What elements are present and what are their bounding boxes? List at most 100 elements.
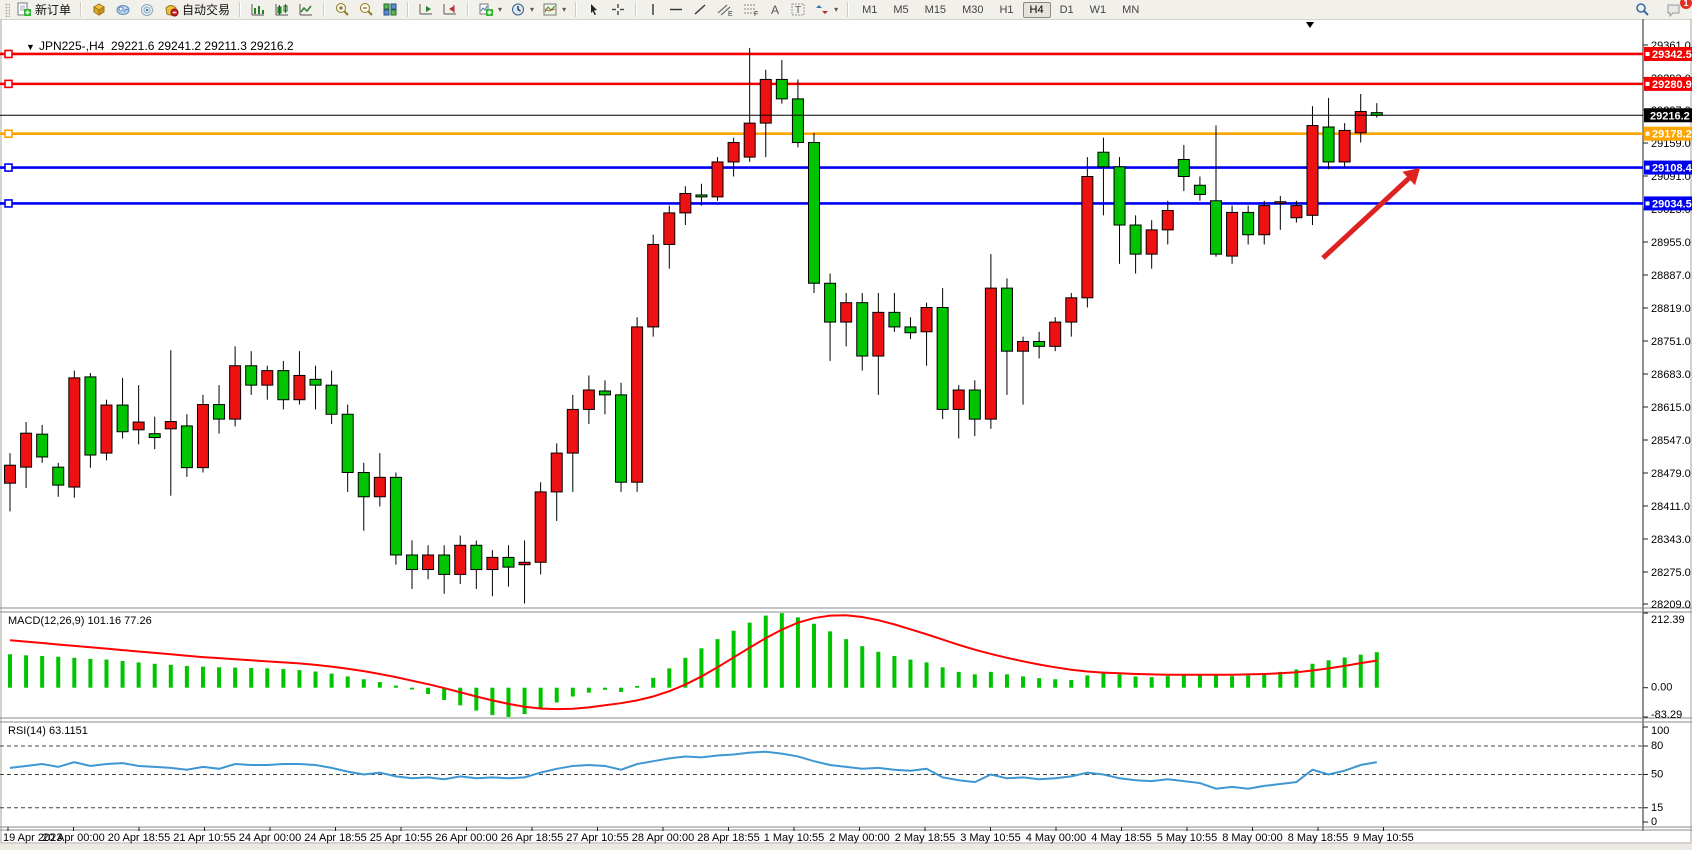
date-label: 28 Apr 00:00 [632,832,694,844]
trend-arrow-line[interactable] [1321,174,1413,260]
autotrading-button[interactable]: 自动交易 [159,0,234,20]
candle [1097,151,1110,168]
horizontal-line-button[interactable] [664,0,688,19]
candle [518,561,531,566]
price-tick-label: 28683.0 [1651,369,1691,381]
price-level-badge-label: 29280.9 [1652,79,1692,91]
separator [467,2,470,17]
text-label-button[interactable]: T [786,0,810,19]
search-button[interactable] [1630,0,1654,19]
candle [1145,229,1158,255]
candle [1017,340,1030,352]
fibonacci-icon: F [742,2,760,17]
bottom-strip [0,844,1692,850]
macd-axis-label: -83.29 [1651,709,1682,721]
equidistant-channel-button[interactable]: E [712,0,738,19]
date-label: 2 May 18:55 [895,832,956,844]
zoom-in-button[interactable] [330,0,354,19]
price-level-badge [1644,126,1692,141]
macd-axis-label: 212.39 [1651,614,1685,626]
ohlc-readout: 29221.6 29241.2 29211.3 29216.2 [110,39,294,53]
candle [968,389,981,420]
line-chart-button[interactable] [294,0,318,19]
notifications-button[interactable]: 1 [1662,0,1692,19]
timeframe-m1-button[interactable]: M1 [862,3,878,16]
new-order-button[interactable]: 新订单 [12,0,75,20]
badge-handle-dot [1645,81,1650,86]
price-tick-label: 28887.0 [1651,270,1691,282]
chart-shift-marker[interactable] [1306,22,1314,28]
templates-button[interactable]: ▾ [538,0,570,19]
hline-handle[interactable] [4,129,13,139]
timeframe-w1-button[interactable]: W1 [1089,3,1107,16]
candlestick-chart-button[interactable] [270,0,294,19]
timeframe-d1-button[interactable]: D1 [1059,3,1074,16]
tile-windows-button[interactable] [378,0,402,19]
candle [1242,211,1255,236]
hline-handle[interactable] [4,199,13,208]
price-tick-label: 29159.0 [1651,138,1691,150]
macd-indicator-label: MACD(12,26,9) 101.16 77.26 [8,615,152,627]
candle [1177,159,1190,178]
cursor-button[interactable] [582,0,606,19]
periods-button[interactable]: ▾ [506,0,538,19]
periods-clock-icon [510,2,526,17]
zoom-out-button[interactable] [354,0,378,19]
timeframe-m15-button[interactable]: M15 [924,3,947,16]
trend-arrow-head[interactable] [1402,168,1420,186]
price-level-badge-label: 29034.5 [1652,198,1692,210]
hline-handle[interactable] [4,79,13,89]
separator [407,2,410,17]
candle [824,282,837,323]
date-label: 26 Apr 18:55 [501,832,563,844]
toolbar-drag-handle[interactable] [5,2,10,17]
date-label: 4 May 18:55 [1091,832,1152,844]
horizontal-line-icon [668,2,684,17]
chart-area[interactable]: 29361.029293.029227.029159.029091.029023… [0,19,1692,850]
collapse-triangle-icon[interactable]: ▼ [26,42,35,52]
candle [791,98,804,144]
market-watch-button[interactable] [87,0,111,19]
candle [438,554,451,575]
dropdown-caret: ▾ [834,5,839,14]
data-window-button[interactable] [111,0,135,19]
separator [575,2,578,17]
date-label: 26 Apr 00:00 [435,832,497,844]
bar-chart-button[interactable] [246,0,270,19]
text-button[interactable]: A [764,0,786,19]
auto-scroll-button[interactable] [414,0,438,19]
candle [1065,297,1078,323]
timeframe-mn-button[interactable]: MN [1122,3,1140,16]
bid-price-badge-label: 29216.2 [1650,110,1690,122]
timeframe-h1-button[interactable]: H1 [999,3,1014,16]
timeframe-h4-button[interactable]: H4 [1022,1,1051,18]
price-level-badge [1644,160,1692,175]
arrows-button[interactable]: ▾ [810,0,842,19]
candle [679,192,692,214]
date-label: 24 Apr 18:55 [304,832,366,844]
candle [52,466,65,486]
candle [615,394,628,483]
trendline-button[interactable] [688,0,712,19]
date-label: 1 May 10:55 [764,832,825,844]
timeframe-m5-button[interactable]: M5 [893,3,909,16]
date-label: 20 Apr 00:00 [42,832,104,844]
candle [373,476,386,498]
indicators-button[interactable]: ▾ [474,0,506,19]
timeframe-m30-button[interactable]: M30 [962,3,984,16]
hline-handle[interactable] [4,49,13,59]
candle [100,404,113,454]
candle [132,421,145,431]
fibonacci-button[interactable]: F [738,0,764,19]
hline-handle[interactable] [4,163,13,172]
crosshair-button[interactable] [606,0,630,19]
chart-shift-button[interactable] [438,0,462,19]
candle [1322,126,1335,163]
vertical-line-button[interactable] [642,0,664,19]
candle [1210,200,1222,255]
chart-canvas[interactable]: 29361.029293.029227.029159.029091.029023… [0,19,1692,850]
chat-bubble-icon [1666,2,1682,17]
date-label: 27 Apr 10:55 [566,832,628,844]
candle [1193,184,1206,195]
navigator-button[interactable] [135,0,159,19]
